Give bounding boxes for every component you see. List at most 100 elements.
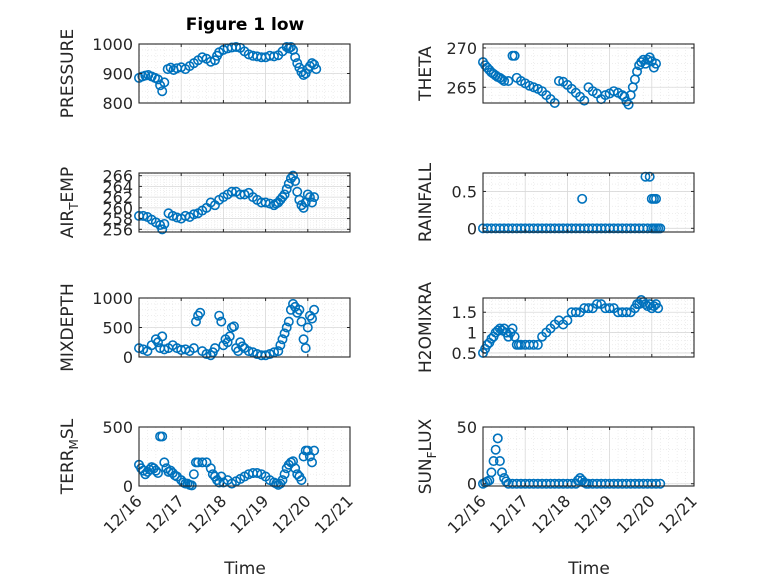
data-point	[302, 445, 313, 456]
y-tick-label: 265	[446, 78, 477, 97]
data-point	[492, 433, 503, 444]
series-markers	[477, 433, 666, 489]
data-point	[488, 456, 499, 467]
data-point	[277, 334, 288, 345]
data-point	[165, 62, 176, 73]
x-tick-label: 12/17	[142, 491, 188, 537]
y-axis-label-main: AIR	[58, 210, 78, 239]
axes-box	[482, 426, 695, 487]
y-tick-label: 0	[467, 219, 477, 238]
data-point	[279, 328, 290, 339]
data-point	[304, 192, 315, 203]
axes-box	[482, 297, 695, 358]
series-markers	[134, 41, 322, 97]
y-axis-label: SUNFLUX	[416, 418, 439, 494]
y-tick-label: 50	[457, 418, 477, 437]
data-point	[532, 339, 543, 350]
x-tick-label: 12/20	[269, 491, 315, 537]
y-axis-label-main: SUN	[416, 458, 436, 494]
data-point	[572, 475, 583, 486]
data-point	[632, 66, 643, 77]
data-point	[309, 445, 320, 456]
data-point	[205, 56, 216, 67]
y-tick-label: 270	[446, 39, 477, 58]
data-point	[288, 170, 299, 181]
x-axis-label-right: Time	[567, 559, 610, 579]
subplot-5: 0 500 1000 MIXDEPTH	[58, 283, 351, 372]
y-axis-label-rest: LUX	[416, 418, 436, 451]
data-point	[260, 197, 271, 208]
data-point	[269, 51, 280, 62]
data-point	[186, 480, 197, 491]
y-axis-label: H2OMIXRA	[416, 282, 436, 373]
data-point	[275, 340, 286, 351]
data-point	[144, 464, 155, 475]
x-tick-label: 12/21	[311, 491, 357, 537]
data-point	[651, 193, 662, 204]
x-tick-label: 12/17	[486, 491, 532, 537]
data-point	[277, 192, 288, 203]
data-point	[604, 303, 615, 314]
data-point	[623, 99, 634, 110]
data-point	[152, 468, 163, 479]
data-point	[260, 350, 271, 361]
y-tick-label: 256	[102, 220, 133, 239]
y-axis-label: THETA	[416, 46, 436, 102]
data-point	[298, 334, 309, 345]
data-point	[205, 463, 216, 474]
y-tick-label: 0.5	[452, 182, 477, 201]
data-point	[279, 189, 290, 200]
data-point	[309, 192, 320, 203]
y-axis-label-subscript: M	[67, 439, 81, 449]
data-point	[290, 52, 301, 63]
data-point	[307, 313, 318, 324]
data-point	[490, 444, 501, 455]
x-tick-label: 12/16	[444, 491, 490, 537]
data-point	[216, 316, 227, 327]
data-point	[562, 315, 573, 326]
data-point	[222, 337, 233, 348]
data-point	[209, 343, 220, 354]
data-point	[591, 299, 602, 310]
data-point	[157, 331, 168, 342]
y-tick-label: 260	[102, 199, 133, 218]
data-point	[231, 41, 242, 52]
data-point	[302, 189, 313, 200]
data-point	[188, 209, 199, 220]
data-point	[150, 465, 161, 476]
y-axis-label-main: PRESSURE	[58, 29, 78, 118]
data-point	[307, 197, 318, 208]
data-point	[577, 193, 588, 204]
y-tick-label: 1000	[92, 289, 133, 308]
data-point	[281, 184, 292, 195]
x-tick-label: 12/18	[184, 491, 230, 537]
data-point	[653, 303, 664, 314]
y-tick-label: 1.5	[452, 303, 477, 322]
data-point	[503, 75, 514, 86]
x-tick-label: 12/16	[100, 491, 146, 537]
x-tick-label: 12/19	[570, 491, 616, 537]
data-point	[307, 457, 318, 468]
data-point	[486, 467, 497, 478]
y-tick-label: 264	[102, 177, 133, 196]
data-point	[197, 457, 208, 468]
y-axis-label: RAINFALL	[416, 162, 436, 242]
data-point	[655, 478, 666, 489]
axes-box	[482, 43, 695, 104]
subplot-7: 0 500 TERRMSL 12/1612/1712/1812/1912/2012/2…	[58, 418, 357, 537]
subplot-2: 265 270 THETA	[416, 39, 695, 110]
axes-box	[482, 172, 695, 233]
data-point	[159, 344, 170, 355]
data-point	[226, 186, 237, 197]
data-point	[224, 331, 235, 342]
series-markers	[477, 171, 666, 234]
data-point	[159, 457, 170, 468]
x-tick-label: 12/20	[613, 491, 659, 537]
y-axis-label-main: TERR	[58, 449, 78, 495]
data-point	[290, 176, 301, 187]
data-point	[296, 475, 307, 486]
data-point	[553, 75, 564, 86]
data-point	[621, 307, 632, 318]
